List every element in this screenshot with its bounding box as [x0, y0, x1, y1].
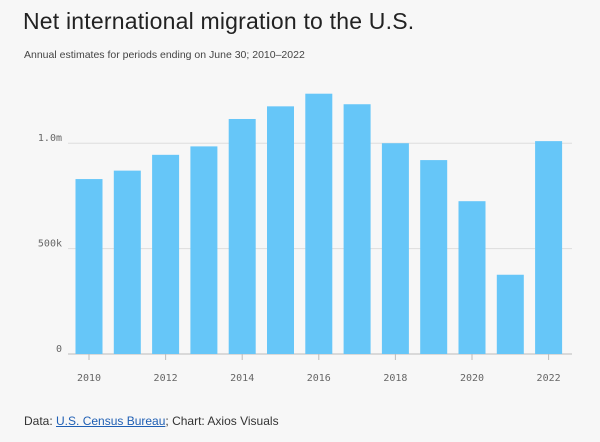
bar-2012	[152, 154, 180, 354]
chart-title: Net international migration to the U.S.	[23, 8, 415, 34]
bar-2016	[305, 93, 333, 354]
bar-2014	[228, 118, 256, 354]
source-prefix: Data:	[24, 414, 57, 428]
x-tick-label: 2012	[154, 373, 178, 384]
bar-2011	[113, 170, 141, 354]
bars	[75, 93, 563, 354]
x-tick-label: 2014	[230, 373, 254, 384]
census-bureau-link[interactable]: U.S. Census Bureau	[56, 414, 166, 428]
bar-2017	[343, 104, 371, 354]
source-line: Data: U.S. Census Bureau; Chart: Axios V…	[24, 414, 279, 428]
x-tick-label: 2016	[307, 373, 331, 384]
bar-2013	[190, 146, 218, 354]
y-tick-label: 500k	[38, 239, 62, 250]
y-axis-ticks: 0 500k 1.0m	[38, 133, 62, 355]
bar-2010	[75, 179, 103, 354]
bar-2019	[420, 160, 448, 354]
y-tick-label: 1.0m	[38, 133, 62, 144]
x-tick-label: 2010	[77, 373, 101, 384]
bar-2021	[496, 274, 524, 354]
x-tick-label: 2018	[383, 373, 407, 384]
bar-2018	[381, 143, 409, 354]
bar-2015	[267, 106, 294, 354]
bar-chart: 0 500k 1.0m 2010 2012 2014 2016 2018 2020 2022	[38, 93, 572, 384]
y-tick-label: 0	[56, 344, 62, 355]
bar-2022	[535, 141, 563, 354]
x-axis-ticks: 2010 2012 2014 2016 2018 2020 2022	[77, 354, 561, 384]
x-tick-label: 2020	[460, 373, 484, 384]
chart-credit: ; Chart: Axios Visuals	[165, 414, 279, 428]
x-tick-label: 2022	[537, 373, 561, 384]
bar-2020	[458, 201, 486, 354]
chart-subtitle: Annual estimates for periods ending on J…	[24, 49, 305, 61]
